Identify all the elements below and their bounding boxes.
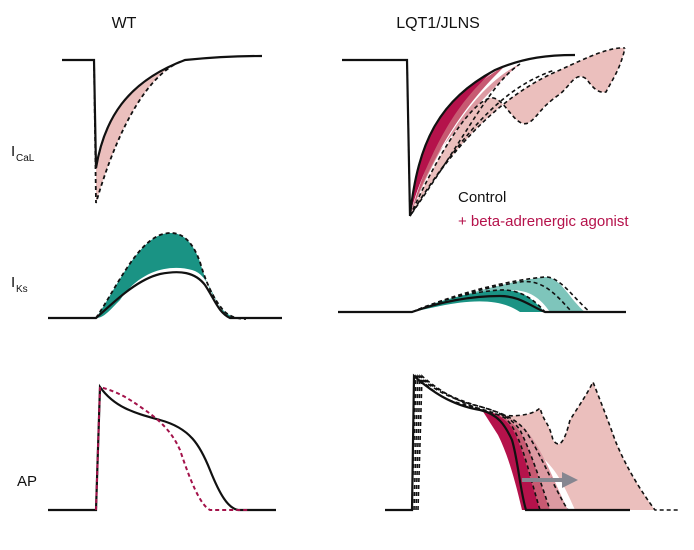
lqt-ical-dashed-4 [409, 47, 626, 217]
legend-control: Control [458, 189, 506, 206]
wt-ical-trace [62, 54, 263, 204]
lqt-iks-trace [338, 276, 626, 314]
lqt-iks-fill-light [460, 276, 585, 312]
row-label-iks-sub: Ks [16, 284, 28, 295]
wt-iks-agonist-fill [96, 233, 246, 319]
row-label-ical: I CaL [11, 143, 35, 164]
lqt-ical-fill-light [410, 47, 625, 216]
lqt-ap-dashed-2 [413, 374, 551, 511]
lqt-ap-control-line [385, 373, 630, 512]
lqt-ap-fill-light [482, 382, 655, 510]
row-label-ical-main: I [11, 143, 15, 160]
lqt-iks-control-line [338, 294, 626, 314]
lqt-ap-fill-crimson [482, 410, 540, 510]
wt-ap-control-line [48, 383, 276, 512]
wt-iks-agonist-dashed [95, 232, 247, 320]
lqt-ap-dashed-1 [411, 374, 541, 511]
legend-agonist: + beta-adrenergic agonist [458, 213, 629, 230]
lqt-ap-dashed-4 [417, 374, 680, 511]
wt-iks-control-line [48, 271, 282, 320]
row-label-iks-main: I [11, 274, 15, 291]
prolongation-arrow [522, 472, 578, 488]
lqt-iks-dashed-3 [411, 276, 591, 313]
lqt-iks-fill-teal [412, 289, 545, 312]
row-label-ical-sub: CaL [16, 153, 35, 164]
wt-ap-agonist-dashed [95, 385, 250, 511]
wt-iks-trace [48, 232, 282, 320]
wt-ap-trace [48, 383, 276, 512]
lqt-ap-dashed-3 [415, 374, 569, 511]
lqt-ical-control-line [342, 53, 576, 217]
lqt-iks-dashed-2 [411, 280, 573, 313]
lqt-ical-trace [342, 47, 626, 219]
lqt-ical-dashed-3 [409, 47, 626, 217]
wt-ical-agonist-area [96, 60, 185, 203]
row-label-ap: AP [17, 473, 37, 490]
wt-ical-control-line [62, 54, 263, 169]
lqt-ap-trace [385, 373, 680, 512]
column-header-lqt1-jlns: LQT1/JLNS [396, 15, 480, 32]
row-label-iks: I Ks [11, 274, 28, 295]
column-header-wt: WT [112, 15, 137, 32]
wt-ical-agonist-dashed [93, 59, 186, 204]
